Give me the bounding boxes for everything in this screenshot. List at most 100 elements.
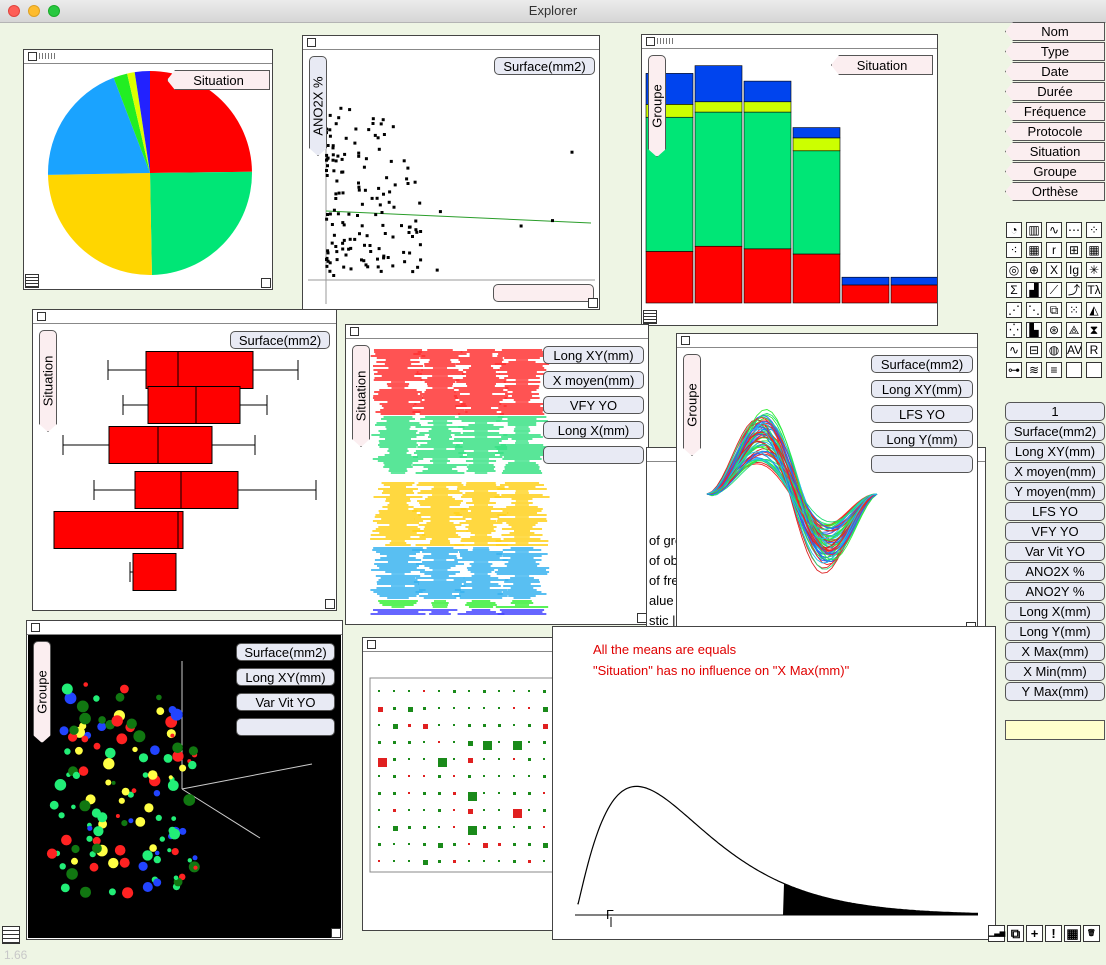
window-menu-icon[interactable]: [25, 274, 39, 288]
scatter3d-window[interactable]: Groupe Surface(mm2) Long XY(mm) Var Vit …: [26, 620, 343, 940]
tag-nom[interactable]: Nom: [1005, 22, 1105, 41]
signal-icon[interactable]: ▁▃▅: [988, 925, 1005, 942]
tag-situation[interactable]: Situation: [1005, 142, 1105, 161]
pie-chart-icon[interactable]: ◔: [1006, 222, 1022, 238]
minimize-window-icon[interactable]: [28, 5, 40, 17]
var-long-xy[interactable]: Long XY(mm): [1005, 442, 1105, 461]
curves-var-2[interactable]: Long XY(mm): [871, 380, 973, 398]
window-close-box[interactable]: [367, 640, 376, 649]
bars-icon[interactable]: ▙: [1026, 322, 1042, 338]
table-icon[interactable]: ⋯: [1066, 222, 1082, 238]
var-ano2y[interactable]: ANO2Y %: [1005, 582, 1105, 601]
list-icon[interactable]: ≡: [1046, 362, 1062, 378]
bubble-window[interactable]: [362, 637, 562, 931]
sigma-icon[interactable]: Σ: [1006, 282, 1022, 298]
drag-grip-icon[interactable]: [657, 38, 673, 44]
var-long-y[interactable]: Long Y(mm): [1005, 622, 1105, 641]
drag-grip-icon[interactable]: [39, 53, 55, 59]
curves-var-1[interactable]: Surface(mm2): [871, 355, 973, 373]
copy-icon[interactable]: ⧉: [1007, 925, 1024, 942]
parallel-var-4[interactable]: Long X(mm): [543, 421, 644, 439]
x-icon[interactable]: X: [1046, 262, 1062, 278]
trash-icon[interactable]: 🗑: [1083, 925, 1100, 942]
scatter3-icon[interactable]: ⋱: [1026, 302, 1042, 318]
var-surface[interactable]: Surface(mm2): [1005, 422, 1105, 441]
anova-window[interactable]: All the means are equals "Situation" has…: [552, 626, 996, 940]
window-close-box[interactable]: [307, 38, 316, 47]
var-x-min[interactable]: X Min(mm): [1005, 662, 1105, 681]
parallel-var-2[interactable]: X moyen(mm): [543, 371, 644, 389]
av-icon[interactable]: AV: [1066, 342, 1082, 358]
var-x-moyen[interactable]: X moyen(mm): [1005, 462, 1105, 481]
star-icon[interactable]: ✳: [1086, 262, 1102, 278]
scatter2-icon[interactable]: ⋰: [1006, 302, 1022, 318]
boxplot-window[interactable]: Situation Surface(mm2): [32, 309, 337, 611]
scatter-icon[interactable]: ⁖: [1006, 242, 1022, 258]
bar-chart-icon[interactable]: ▥: [1026, 222, 1042, 238]
dots3-icon[interactable]: ⁛: [1006, 322, 1022, 338]
parallel-window[interactable]: Situation Long XY(mm) X moyen(mm) VFY YO…: [345, 324, 649, 625]
ig-icon[interactable]: Ig: [1066, 262, 1082, 278]
scatter-y-variable[interactable]: ANO2X %: [309, 56, 327, 156]
boxplot-y-variable[interactable]: Situation: [39, 330, 57, 432]
stackbar-group-tag[interactable]: Groupe: [648, 55, 666, 157]
line-chart-icon[interactable]: ∿: [1046, 222, 1062, 238]
scatter3d-y-variable[interactable]: Groupe: [33, 641, 51, 743]
curves-var-empty[interactable]: [871, 455, 973, 473]
window-resize-box[interactable]: [325, 599, 335, 609]
r2-icon[interactable]: R: [1086, 342, 1102, 358]
curves-y-variable[interactable]: Groupe: [683, 354, 701, 456]
parallel-var-empty[interactable]: [543, 446, 644, 464]
scatter3d-var-empty[interactable]: [236, 718, 335, 736]
target-icon[interactable]: ◍: [1046, 342, 1062, 358]
trend-icon[interactable]: ⟋: [1046, 282, 1062, 298]
window-resize-box[interactable]: [331, 928, 341, 938]
tag-protocole[interactable]: Protocole: [1005, 122, 1105, 141]
curve-icon[interactable]: ⤴: [1066, 282, 1082, 298]
lambda-icon[interactable]: Tλ: [1086, 282, 1102, 298]
wave-icon[interactable]: ∿: [1006, 342, 1022, 358]
tag-duree[interactable]: Durée: [1005, 82, 1105, 101]
zigzag-icon[interactable]: ≋: [1026, 362, 1042, 378]
parallel-var-1[interactable]: Long XY(mm): [543, 346, 644, 364]
variable-input[interactable]: [1005, 720, 1105, 740]
window-menu-icon[interactable]: [643, 310, 657, 324]
hourglass-icon[interactable]: ⧗: [1086, 322, 1102, 338]
histogram-icon[interactable]: ▟: [1026, 282, 1042, 298]
tag-date[interactable]: Date: [1005, 62, 1105, 81]
var-1[interactable]: 1: [1005, 402, 1105, 421]
tag-groupe[interactable]: Groupe: [1005, 162, 1105, 181]
window-close-box[interactable]: [37, 312, 46, 321]
window-resize-box[interactable]: [588, 298, 598, 308]
close-window-icon[interactable]: [8, 5, 20, 17]
scatter3d-var-1[interactable]: Surface(mm2): [236, 643, 335, 661]
circles-icon[interactable]: ◎: [1006, 262, 1022, 278]
var-lfs-yo[interactable]: LFS YO: [1005, 502, 1105, 521]
scatter-window[interactable]: ANO2X % Surface(mm2): [302, 35, 600, 310]
parallel-var-3[interactable]: VFY YO: [543, 396, 644, 414]
pie-window[interactable]: Situation: [23, 49, 273, 290]
var-vfy-yo[interactable]: VFY YO: [1005, 522, 1105, 541]
matrix-icon[interactable]: ▦: [1086, 242, 1102, 258]
scatter3d-var-2[interactable]: Long XY(mm): [236, 668, 335, 686]
dots2-icon[interactable]: ⁙: [1066, 302, 1082, 318]
window-resize-box[interactable]: [261, 278, 271, 288]
curves-window[interactable]: Groupe Surface(mm2) Long XY(mm) LFS YO L…: [676, 333, 978, 634]
curves-var-4[interactable]: Long Y(mm): [871, 430, 973, 448]
scatter-empty-slot[interactable]: [493, 284, 594, 302]
var-x-max[interactable]: X Max(mm): [1005, 642, 1105, 661]
exclaim-icon[interactable]: !: [1045, 925, 1062, 942]
tri-icon[interactable]: ⟁: [1066, 322, 1082, 338]
stackbar-situation-tag[interactable]: Situation: [831, 55, 933, 75]
table-icon[interactable]: ▦: [1064, 925, 1081, 942]
var-y-moyen[interactable]: Y moyen(mm): [1005, 482, 1105, 501]
scatter3d-var-3[interactable]: Var Vit YO: [236, 693, 335, 711]
tag-frequence[interactable]: Fréquence: [1005, 102, 1105, 121]
pies-icon[interactable]: ⊕: [1026, 262, 1042, 278]
grid-icon[interactable]: ▦: [1026, 242, 1042, 258]
cross-table-icon[interactable]: ⊞: [1066, 242, 1082, 258]
window-close-box[interactable]: [31, 623, 40, 632]
tag-type[interactable]: Type: [1005, 42, 1105, 61]
window-close-box[interactable]: [350, 327, 359, 336]
window-close-box[interactable]: [646, 37, 655, 46]
